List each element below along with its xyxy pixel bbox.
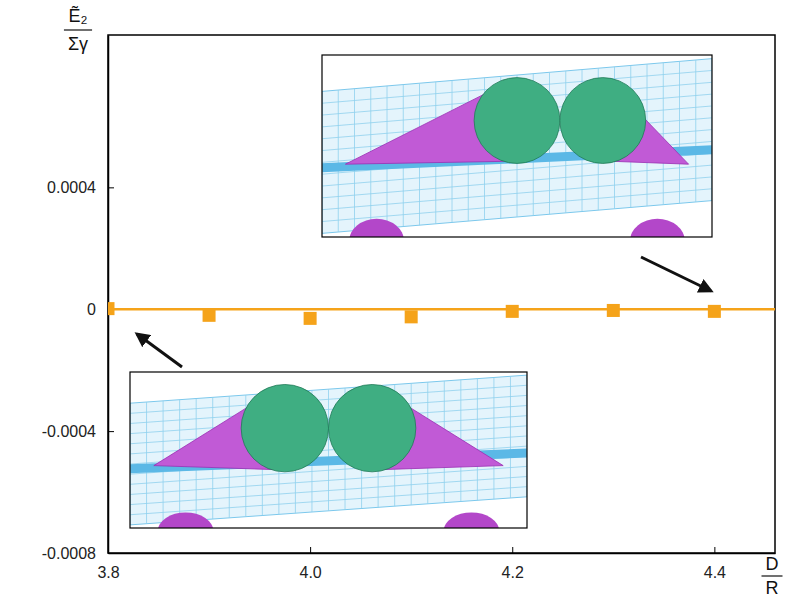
x-tick-label: 3.8 <box>97 564 119 581</box>
inset-plane <box>130 375 527 525</box>
plot-frame <box>108 35 775 553</box>
y-tick: -0.0008 <box>42 545 114 562</box>
inset-drop-cap <box>329 384 416 471</box>
axis-title-denominator: R <box>766 578 779 598</box>
point <box>304 312 317 325</box>
x-tick: 4.4 <box>704 547 726 581</box>
inset-border <box>322 55 712 237</box>
point <box>708 305 721 318</box>
axis-title-denominator: Σγ <box>68 34 88 54</box>
x-axis: 3.8 4.0 4.2 4.4 <box>97 547 775 581</box>
inset-grid <box>477 379 478 501</box>
y-tick-mark <box>108 553 114 554</box>
x-tick-mark <box>310 547 311 553</box>
x-tick-label: 4.4 <box>704 564 726 581</box>
y-tick-label: 0 <box>87 301 96 318</box>
x-tick: 4.0 <box>299 547 321 581</box>
x-tick: 4.2 <box>502 547 524 581</box>
inset-drop-cap <box>241 384 328 471</box>
inset-grid <box>663 63 664 205</box>
axis-title: DR <box>762 554 783 598</box>
inset-drop-bottom <box>349 219 404 237</box>
inset-image <box>322 55 712 262</box>
inset-background <box>322 55 712 237</box>
inset-drop-bottom <box>630 219 685 237</box>
y-tick-mark <box>108 187 114 188</box>
y-axis: -0.0008 -0.0004 0 0.0004 <box>42 36 114 562</box>
axis-title: Ẽ₂ Σγ <box>64 5 92 54</box>
y-tick-mark <box>108 431 114 432</box>
x-tick-mark <box>714 547 715 553</box>
inset-border <box>130 372 527 528</box>
inset-grid <box>328 389 329 511</box>
chart: 3.8 4.0 4.2 4.4 -0.0008 -0.0004 0 0.0004 Ẽ₂ Σγ DR <box>0 0 802 598</box>
inset-image <box>130 372 527 550</box>
inset-grid <box>146 402 147 524</box>
zero-line <box>108 308 775 311</box>
inset-drop-cap <box>474 78 560 164</box>
inset-drop-bottom <box>158 512 214 528</box>
y-tick-label: 0.0004 <box>47 179 96 196</box>
inset-grid <box>338 90 339 232</box>
point <box>506 305 519 318</box>
x-tick-label: 4.0 <box>299 564 321 581</box>
inset-drop-bottom <box>444 512 500 528</box>
inset-background <box>130 372 527 528</box>
y-tick: 0.0004 <box>47 179 114 196</box>
x-tick-label: 4.2 <box>502 564 524 581</box>
axis-title-numerator: Ẽ₂ <box>69 5 88 26</box>
inset-grid <box>510 376 511 498</box>
inset-grid <box>695 60 696 202</box>
arrow <box>641 257 711 291</box>
fraction-bar <box>64 29 92 30</box>
y-tick: -0.0004 <box>42 423 114 440</box>
x-tick-mark <box>512 547 513 553</box>
x-axis-line <box>109 553 776 555</box>
inset-grid <box>493 377 494 499</box>
point <box>405 310 418 323</box>
point <box>203 309 216 322</box>
arrow <box>137 334 182 367</box>
y-axis-line <box>108 36 110 554</box>
inset-grid <box>679 61 680 203</box>
fraction-bar <box>762 575 783 576</box>
inset-plane <box>322 59 712 234</box>
y-tick-label: -0.0004 <box>42 423 96 440</box>
y-tick-label: -0.0008 <box>42 545 96 562</box>
axis-title-numerator: D <box>766 554 779 574</box>
plot-area <box>108 302 775 325</box>
inset-drop-cap <box>560 78 646 164</box>
